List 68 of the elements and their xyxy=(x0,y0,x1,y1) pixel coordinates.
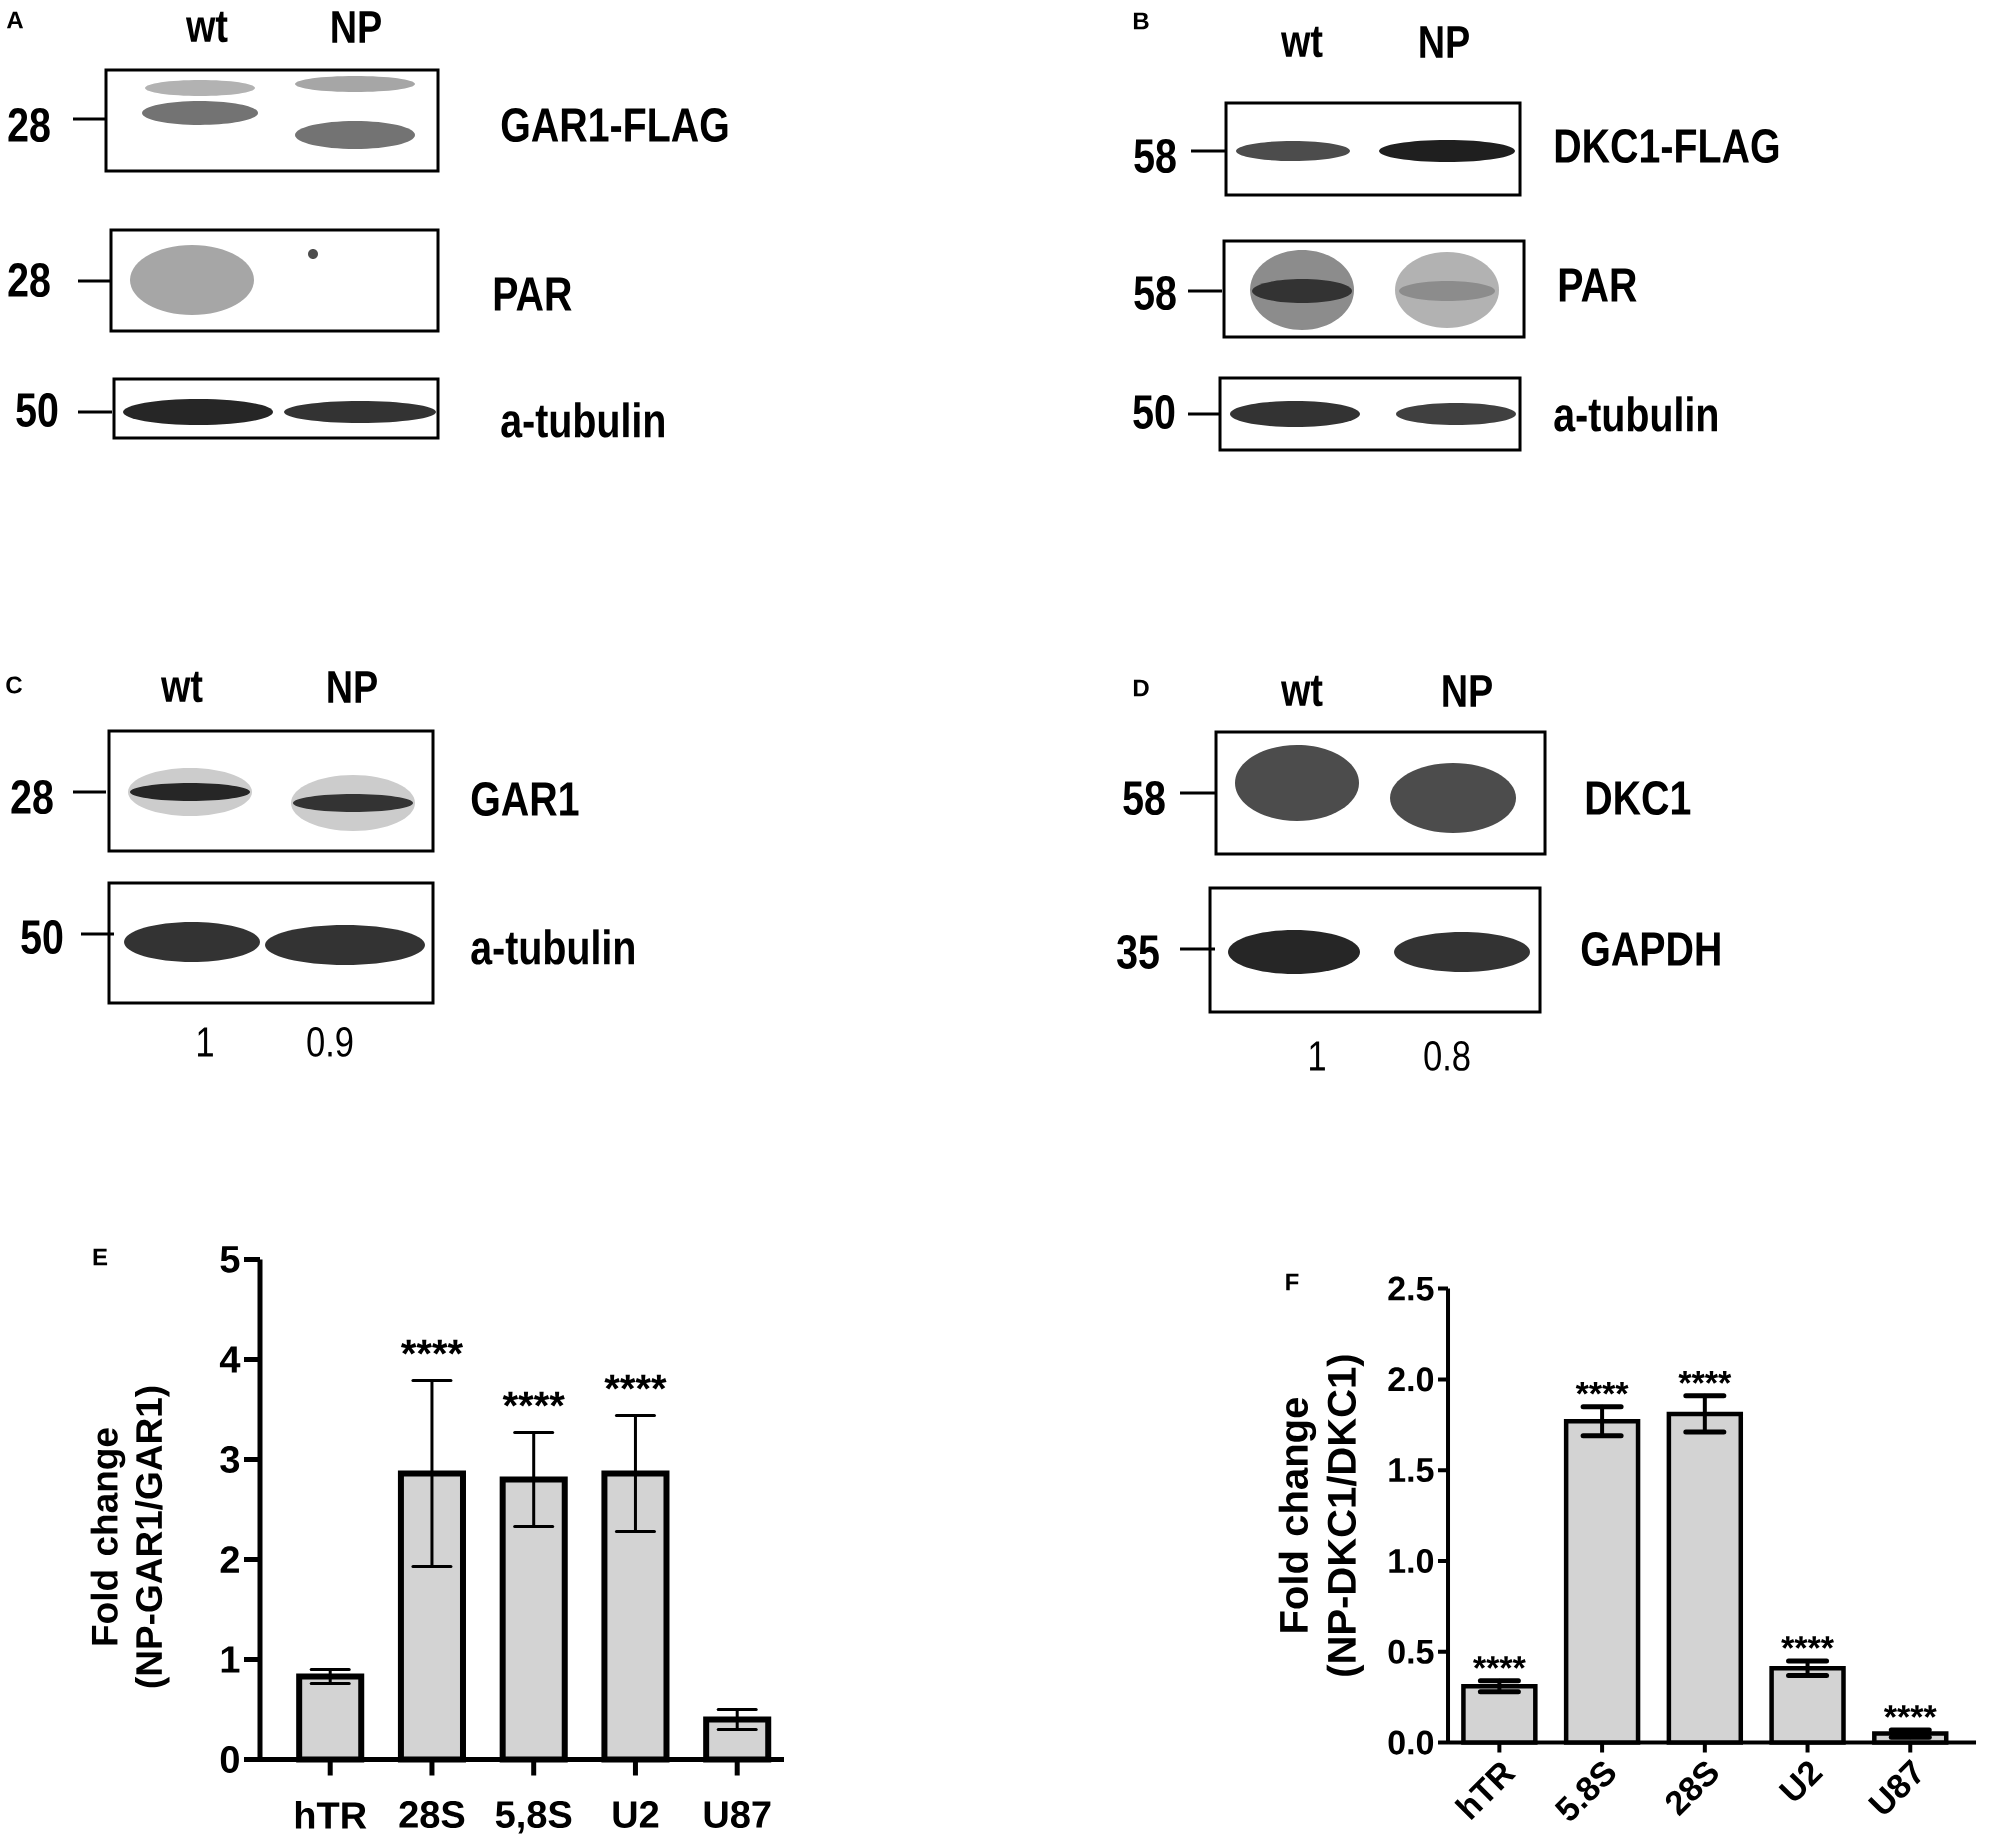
category-label: a-tubulin xyxy=(1554,396,1717,432)
category-label: DKC1 xyxy=(1586,781,1691,815)
category-label: GAR1-FLAG xyxy=(501,107,728,142)
category-label: NP xyxy=(1420,26,1469,58)
annotation: **** xyxy=(1575,1381,1629,1395)
category-label: 28 xyxy=(8,262,50,297)
text: 1 xyxy=(1310,1041,1325,1071)
category-label: wt xyxy=(160,671,203,703)
category-label: 35 xyxy=(1117,934,1159,970)
y-tick-label: 3 xyxy=(220,1446,240,1473)
category-label: 58 xyxy=(1123,781,1165,815)
category-label: NP xyxy=(332,11,381,43)
annotation: **** xyxy=(1781,1636,1834,1649)
text: D xyxy=(1133,679,1149,697)
chart-title: F xyxy=(1286,1273,1299,1291)
text: 0.9 xyxy=(307,1027,353,1057)
category-label: DKC1-FLAG xyxy=(1555,128,1779,163)
category-label: PAR xyxy=(494,277,572,311)
annotation: **** xyxy=(604,1374,667,1390)
y-tick-label: 1 xyxy=(221,1646,240,1673)
category-label: GAR1 xyxy=(471,782,579,816)
category-label: a-tubulin xyxy=(501,402,664,438)
annotation: **** xyxy=(502,1391,565,1407)
y-axis-title: Fold change (NP-GAR1/GAR1) xyxy=(90,1386,170,1688)
y-tick-label: 4 xyxy=(219,1346,241,1373)
category-label: 58 xyxy=(1134,138,1176,173)
x-tick-label: 28S xyxy=(1665,1761,1718,1817)
x-tick-label: U2 xyxy=(613,1801,659,1828)
category-label: 28 xyxy=(8,107,50,142)
annotation: **** xyxy=(400,1339,464,1355)
category-label: 50 xyxy=(21,920,63,954)
y-tick-label: 2.5 xyxy=(1388,1276,1434,1301)
category-label: 50 xyxy=(1133,394,1175,429)
text: 1 xyxy=(198,1027,213,1057)
text: B xyxy=(1133,12,1149,30)
annotation: **** xyxy=(1473,1656,1526,1669)
y-tick-label: 2.0 xyxy=(1388,1367,1434,1392)
category-label: PAR xyxy=(1559,268,1637,302)
y-axis-title: Fold change (NP-DKC1/DKC1) xyxy=(1278,1355,1364,1676)
y-tick-label: 0.0 xyxy=(1388,1730,1434,1755)
category-label: 58 xyxy=(1134,275,1176,310)
category-label: NP xyxy=(328,671,377,703)
y-tick-label: 1.0 xyxy=(1389,1548,1434,1574)
chart-title: E xyxy=(93,1248,108,1266)
category-label: a-tubulin xyxy=(471,929,634,965)
x-tick-label: U87 xyxy=(704,1801,771,1828)
x-tick-label: 5,8S xyxy=(495,1801,572,1834)
y-tick-label: 0 xyxy=(220,1746,239,1773)
x-tick-label: U87 xyxy=(1867,1758,1921,1814)
category-label: wt xyxy=(1280,675,1323,707)
x-tick-label: hTR xyxy=(295,1801,367,1829)
text: 0.8 xyxy=(1424,1041,1470,1071)
text: C xyxy=(6,676,23,694)
category-label: GAPDH xyxy=(1581,932,1720,966)
category-label: wt xyxy=(185,11,228,43)
y-tick-label: 2 xyxy=(220,1546,239,1573)
annotation: **** xyxy=(1883,1705,1937,1718)
annotation: **** xyxy=(1678,1371,1732,1384)
y-tick-label: 0.5 xyxy=(1388,1639,1434,1664)
y-tick-label: 1.5 xyxy=(1389,1458,1434,1483)
x-tick-label: 28S xyxy=(399,1801,465,1828)
category-label: wt xyxy=(1280,26,1323,58)
y-tick-label: 5 xyxy=(220,1246,240,1273)
text: A xyxy=(6,11,24,29)
x-tick-label: U2 xyxy=(1778,1761,1824,1801)
category-label: NP xyxy=(1443,675,1492,707)
category-label: 28 xyxy=(11,780,53,814)
category-label: 50 xyxy=(16,392,58,427)
